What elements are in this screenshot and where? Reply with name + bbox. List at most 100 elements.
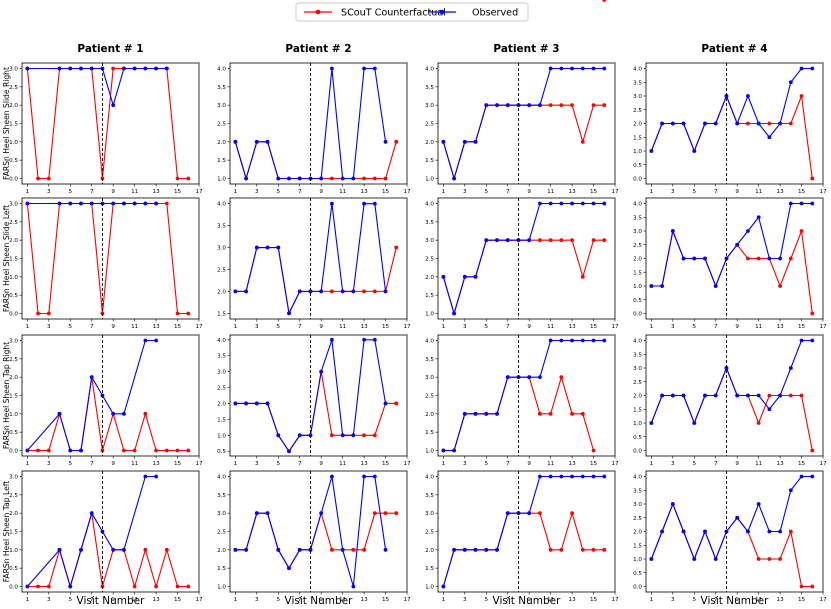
y-tick-label: 2.5 — [633, 243, 642, 249]
y-tick-label: 1.5 — [217, 417, 226, 423]
observed-point — [570, 474, 574, 479]
x-tick-label: 15 — [382, 189, 390, 195]
y-tick-label: 1.5 — [425, 158, 434, 164]
x-tick-label: 11 — [547, 324, 555, 330]
observed-point — [692, 149, 697, 153]
x-tick-label: 17 — [403, 189, 411, 195]
observed-point — [681, 529, 686, 534]
x-tick-label: 7 — [506, 597, 510, 603]
observed-point — [68, 201, 73, 206]
y-tick-label: 2.0 — [633, 122, 642, 128]
plot-area — [437, 470, 616, 593]
y-tick-label: 4.0 — [217, 338, 226, 344]
counterfactual-point — [756, 557, 761, 561]
observed-point — [233, 289, 238, 294]
x-tick-label: 7 — [506, 189, 510, 195]
x-tick-label: 5 — [276, 189, 280, 195]
observed-point — [548, 338, 553, 343]
row-label: FARSn Heel Sheen Tap Left — [2, 481, 11, 583]
x-tick-label: 13 — [361, 324, 369, 330]
observed-point — [372, 201, 377, 206]
counterfactual-point — [756, 256, 761, 261]
counterfactual-point — [175, 584, 180, 589]
observed-line — [26, 475, 157, 589]
x-tick-label: 1 — [26, 189, 30, 195]
x-tick-label: 5 — [276, 597, 280, 603]
observed-line — [442, 475, 605, 587]
observed-point — [778, 529, 782, 534]
x-tick-label: 11 — [339, 461, 347, 467]
x-tick-label: 5 — [68, 189, 72, 195]
x-tick-label: 15 — [590, 324, 598, 330]
y-tick-label: 1.5 — [9, 530, 18, 536]
x-tick-label: 3 — [671, 189, 675, 195]
counterfactual-point — [788, 256, 793, 261]
x-tick-label: 17 — [819, 189, 827, 195]
observed-point — [441, 274, 446, 279]
observed-point — [473, 547, 478, 552]
observed-point — [452, 547, 456, 552]
observed-point — [703, 256, 707, 261]
counterfactual-point — [538, 238, 542, 243]
counterfactual-point — [164, 448, 169, 453]
observed-point — [735, 515, 740, 520]
observed-point — [602, 66, 607, 71]
y-tick-label: 4.0 — [633, 202, 642, 208]
y-tick-label: 4.0 — [425, 202, 434, 208]
x-tick-label: 1 — [234, 461, 238, 467]
observed-point — [233, 401, 238, 406]
counterfactual-point — [602, 0, 607, 2]
x-tick-label: 17 — [611, 461, 619, 467]
observed-point — [362, 337, 366, 342]
counterfactual-point — [164, 201, 169, 206]
y-tick-label: 2.0 — [217, 289, 226, 295]
y-tick-label: 4.0 — [633, 475, 642, 481]
counterfactual-point — [548, 411, 553, 416]
counterfactual-point — [186, 311, 191, 316]
y-tick-label: 3.5 — [217, 85, 226, 91]
observed-point — [111, 201, 116, 206]
x-tick-label: 5 — [692, 189, 696, 195]
x-tick-label: 3 — [463, 324, 467, 330]
x-tick-label: 5 — [276, 324, 280, 330]
y-tick-label: 4.0 — [217, 475, 226, 481]
observed-point — [372, 474, 377, 479]
y-tick-label: 3.5 — [217, 224, 226, 230]
observed-point — [111, 411, 116, 416]
counterfactual-point — [548, 547, 553, 552]
plot-area — [229, 470, 408, 593]
y-tick-label: 1.0 — [217, 177, 226, 183]
observed-point — [351, 584, 356, 589]
counterfactual-point — [372, 176, 377, 181]
counterfactual-point — [810, 176, 815, 181]
x-tick-label: 11 — [131, 324, 139, 330]
y-tick-label: 0.5 — [633, 163, 642, 169]
y-tick-label: 4.0 — [633, 339, 642, 345]
x-tick-label: 1 — [650, 324, 654, 330]
observed-point — [68, 448, 73, 453]
subplot-r0-c2: 1 3 5 7 9 11 13 15 171.01.52.02.53.03.54.0 — [425, 62, 619, 195]
x-tick-label: 5 — [484, 461, 488, 467]
y-tick-label: 1.0 — [9, 412, 18, 418]
observed-point — [788, 488, 793, 493]
x-tick-label: 3 — [463, 189, 467, 195]
counterfactual-point — [559, 547, 564, 552]
x-tick-label: 15 — [798, 189, 806, 195]
x-tick-label: 13 — [153, 324, 161, 330]
plot-area — [229, 62, 408, 185]
observed-point — [265, 245, 270, 250]
x-tick-label: 15 — [382, 461, 390, 467]
observed-point — [452, 311, 456, 316]
y-tick-label: 1.0 — [425, 312, 434, 318]
observed-point — [735, 242, 740, 247]
y-tick-label: 1.0 — [425, 585, 434, 591]
observed-point — [591, 201, 596, 206]
legend-frame — [295, 2, 529, 22]
x-tick-label: 3 — [671, 597, 675, 603]
observed-point — [670, 229, 675, 233]
observed-point — [122, 411, 126, 416]
y-tick-label: 2.0 — [633, 530, 642, 536]
x-tick-label: 15 — [590, 189, 598, 195]
observed-point — [89, 375, 94, 380]
x-tick-label: 5 — [692, 597, 696, 603]
